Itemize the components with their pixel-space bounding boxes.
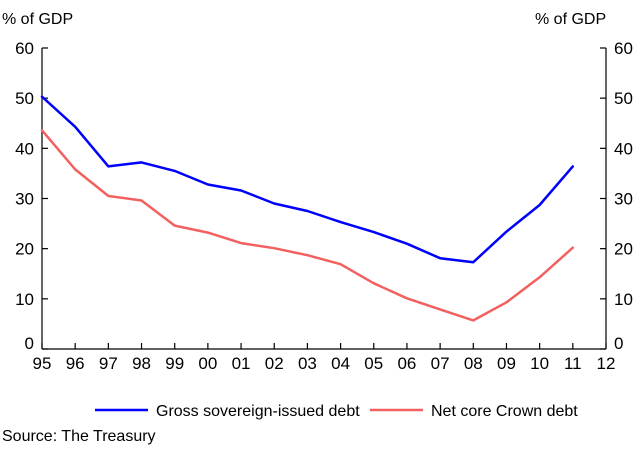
series-lines bbox=[40, 95, 575, 322]
left-axis-unit: % of GDP bbox=[2, 11, 73, 28]
y-tick-label-right-20: 20 bbox=[614, 240, 633, 259]
x-tick-label-07: 07 bbox=[431, 354, 450, 373]
source-note: Source: The Treasury bbox=[2, 428, 156, 445]
x-tick-label-10: 10 bbox=[530, 354, 549, 373]
x-tick-label-04: 04 bbox=[331, 354, 350, 373]
y-tick-label-right-60: 60 bbox=[614, 39, 633, 58]
x-tick-label-99: 99 bbox=[165, 354, 184, 373]
y-tick-label-left-10: 10 bbox=[15, 290, 34, 309]
y-tick-label-right-40: 40 bbox=[614, 139, 633, 158]
x-tick-label-98: 98 bbox=[132, 354, 151, 373]
y-tick-label-right-0: 0 bbox=[614, 334, 623, 353]
legend-label-net-debt: Net core Crown debt bbox=[431, 403, 578, 420]
y-tick-label-left-0: 0 bbox=[25, 334, 34, 353]
y-tick-label-left-20: 20 bbox=[15, 240, 34, 259]
y-tick-label-right-50: 50 bbox=[614, 89, 633, 108]
y-tick-label-left-30: 30 bbox=[15, 190, 34, 209]
x-tick-label-06: 06 bbox=[397, 354, 416, 373]
x-tick-label-96: 96 bbox=[66, 354, 85, 373]
y-tick-label-right-10: 10 bbox=[614, 290, 633, 309]
legend-label-gross-debt: Gross sovereign-issued debt bbox=[156, 403, 360, 420]
x-tick-label-11: 11 bbox=[564, 354, 582, 373]
series-line-gross-sovereign-issued-debt bbox=[40, 95, 575, 264]
y-tick-label-left-50: 50 bbox=[15, 89, 34, 108]
legend[interactable]: Gross sovereign-issued debt Net core Cro… bbox=[95, 403, 578, 420]
x-tick-label-12: 12 bbox=[597, 354, 616, 373]
y-tick-label-left-60: 60 bbox=[15, 39, 34, 58]
x-tick-label-08: 08 bbox=[464, 354, 483, 373]
x-tick-label-03: 03 bbox=[298, 354, 317, 373]
x-tick-label-00: 00 bbox=[198, 354, 217, 373]
x-tick-label-95: 95 bbox=[33, 354, 52, 373]
x-tick-label-09: 09 bbox=[497, 354, 516, 373]
y-tick-label-left-40: 40 bbox=[15, 139, 34, 158]
right-axis-unit: % of GDP bbox=[535, 11, 606, 28]
x-tick-label-05: 05 bbox=[364, 354, 383, 373]
x-tick-label-01: 01 bbox=[232, 354, 251, 373]
x-tick-label-97: 97 bbox=[99, 354, 118, 373]
x-tick-label-02: 02 bbox=[265, 354, 284, 373]
y-tick-label-right-30: 30 bbox=[614, 190, 633, 209]
series-line-net-core-crown-debt bbox=[40, 129, 575, 322]
